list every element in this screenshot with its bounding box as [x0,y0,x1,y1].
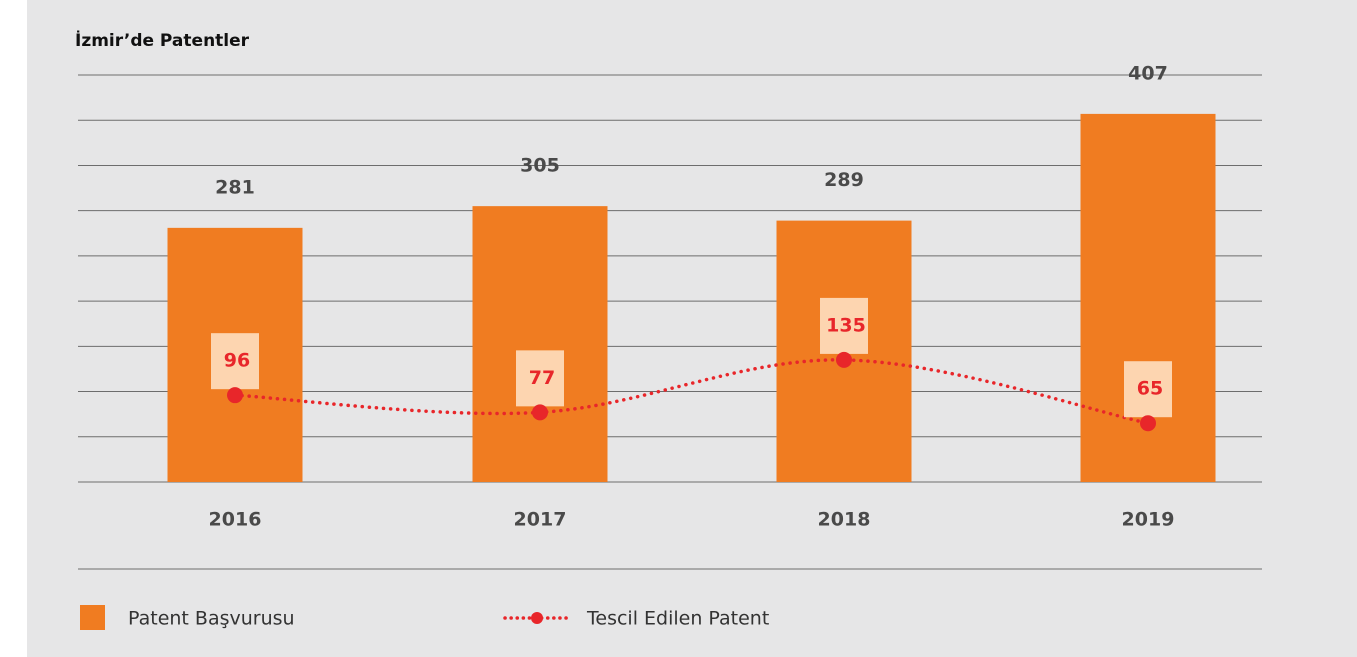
legend-label: Patent Başvurusu [128,608,295,630]
bar-value-label: 305 [520,155,560,177]
legend-label: Tescil Edilen Patent [586,608,769,630]
x-tick-label: 2016 [209,509,262,531]
line-point [532,404,548,421]
line-value-label: 77 [529,367,555,389]
value-label-box [1124,361,1172,418]
line-value-label: 96 [224,350,250,372]
line-point [227,387,243,404]
chart-title: İzmir’de Patentler [75,29,250,51]
bar-value-label: 407 [1128,62,1168,84]
x-tick-label: 2019 [1122,509,1175,531]
x-tick-label: 2017 [514,509,567,531]
legend-swatch [80,605,105,630]
value-label-box [211,333,259,390]
line-point [836,351,852,368]
bar [472,206,608,482]
value-label-box [820,297,868,354]
line [233,358,1150,425]
bar-value-label: 281 [215,176,255,198]
legend-dot [531,612,543,624]
line-value-label: 135 [826,314,866,336]
value-label-box [516,350,564,407]
bar-value-label: 289 [824,169,864,191]
line-point [1140,415,1156,432]
x-tick-label: 2018 [818,509,871,531]
line-value-label: 65 [1137,378,1163,400]
